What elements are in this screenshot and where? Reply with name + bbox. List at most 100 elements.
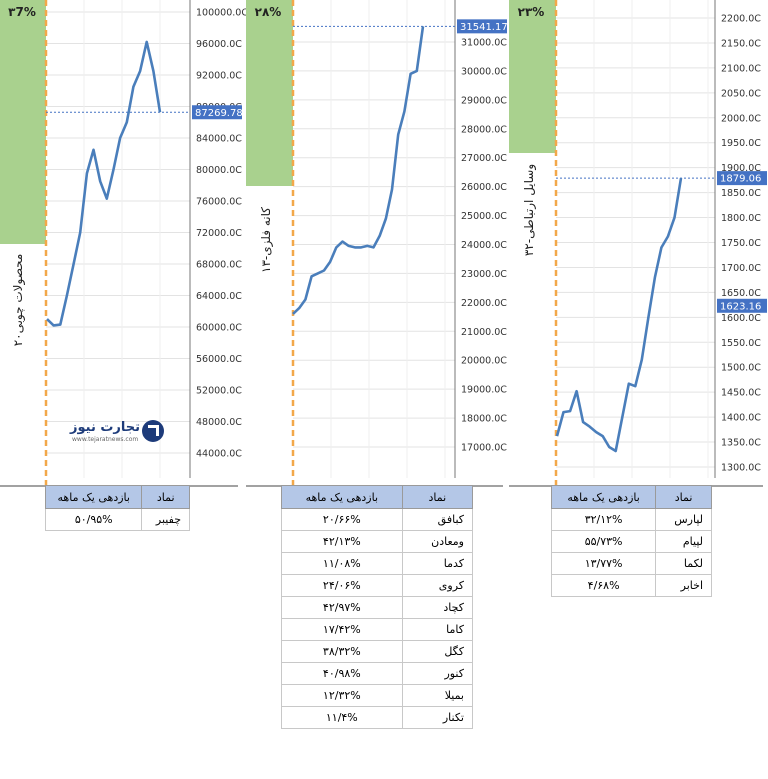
return-cell: ۴۲/۱۳%	[281, 530, 403, 553]
return-cell: ۱۷/۴۲%	[281, 618, 403, 641]
y-tick-label: 27000.0C	[461, 153, 507, 164]
sector-label: ۳۲-وسایل ارتباطی	[522, 164, 537, 256]
y-tick-label: 30000.0C	[461, 66, 507, 77]
table-row: لپیام ۵۵/۷۳%	[550, 530, 712, 553]
symbol-cell: کگل	[401, 640, 474, 663]
chart-panel-0: 100000.0C96000.0C92000.0C88000.0C84000.0…	[0, 0, 248, 487]
reference-value-badge	[717, 298, 767, 313]
return-cell: ۲۴/۰۶%	[281, 574, 403, 597]
y-tick-label: 1650.0C	[721, 288, 761, 299]
return-cell: ۴/۶۸%	[550, 574, 657, 597]
returns-table-telecom: نماد بازدهی یک ماهه لپارس ۳۲/۱۲% لپیام ۵۵/…	[550, 485, 712, 597]
symbol-cell: کروی	[401, 574, 474, 597]
y-tick-label: 1950.0C	[721, 138, 761, 149]
returns-table-wood: نماد بازدهی یک ماهه چفیبر ۵۰/۹۵%	[44, 485, 190, 531]
logo-url: www.tejaratnews.com	[72, 436, 139, 443]
y-tick-label: 19000.0C	[461, 385, 507, 396]
series-line	[292, 26, 425, 315]
performance-strip	[0, 0, 46, 244]
y-tick-label: 52000.0C	[196, 386, 242, 397]
header-return: بازدهی یک ماهه	[44, 485, 143, 509]
symbol-cell: تکنار	[401, 706, 474, 729]
current-value-label: 87269.78	[195, 108, 243, 119]
table-row: لپارس ۳۲/۱۲%	[550, 508, 712, 531]
y-tick-label: 1550.0C	[721, 338, 761, 349]
returns-table-metal: نماد بازدهی یک ماهه کبافق ۲۰/۶۶% ومعادن ۴۲…	[281, 485, 474, 729]
series-line	[555, 177, 683, 453]
y-tick-label: 25000.0C	[461, 211, 507, 222]
chart-panel-1: 31000.0C 30000.0C 29000.0C 28000.0C 27000.0C…	[246, 0, 508, 487]
sector-label: ۲۰محصولات چوبی	[11, 254, 26, 347]
y-tick-label: 1850.0C	[721, 188, 761, 199]
y-tick-label: 1500.0C	[721, 363, 761, 374]
symbol-cell: چفیبر	[141, 508, 190, 531]
y-tick-label: 72000.0C	[196, 228, 242, 239]
table-row: ومعادن ۴۲/۱۳%	[281, 530, 474, 553]
y-tick-label: 1350.0C	[721, 438, 761, 449]
symbol-cell: کنور	[401, 662, 474, 685]
return-cell: ۴۰/۹۸%	[281, 662, 403, 685]
y-tick-label: 1800.0C	[721, 213, 761, 224]
return-cell: ۴۲/۹۷%	[281, 596, 403, 619]
header-return: بازدهی یک ماهه	[550, 485, 657, 509]
y-tick-label: 60000.0C	[196, 323, 242, 334]
current-value-label: 1879.06	[720, 174, 761, 185]
current-value-badge	[717, 171, 767, 186]
y-tick-label: 84000.0C	[196, 134, 242, 145]
logo-name: تجارت نیوز	[70, 420, 141, 435]
y-tick-label: 1450.0C	[721, 388, 761, 399]
symbol-cell: لپیام	[655, 530, 712, 553]
header-symbol: نماد	[141, 485, 190, 509]
performance-strip	[509, 0, 556, 153]
table-row: تکنار ۱۱/۴%	[281, 706, 474, 729]
y-tick-label: 1900.0C	[721, 163, 761, 174]
table-row: کنور ۴۰/۹۸%	[281, 662, 474, 685]
performance-strip	[246, 0, 293, 186]
symbol-cell: اخابر	[655, 574, 712, 597]
y-tick-label: 1300.0C	[721, 463, 761, 474]
symbol-cell: کاما	[401, 618, 474, 641]
current-value-badge	[457, 19, 507, 34]
reference-value-label: 1623.16	[720, 301, 761, 312]
y-tick-label: 31000.0C	[461, 38, 507, 49]
return-cell: ۲۰/۶۶%	[281, 508, 403, 531]
current-value-label: 31541.17	[460, 22, 508, 33]
symbol-cell: لکما	[655, 552, 712, 575]
logo-arrow-icon	[142, 420, 164, 442]
y-tick-label: 20000.0C	[461, 356, 507, 367]
table-row: چفیبر ۵۰/۹۵%	[44, 508, 190, 531]
y-tick-label: 100000.0C	[196, 8, 248, 19]
y-tick-label: 29000.0C	[461, 95, 507, 106]
symbol-cell: کدما	[401, 552, 474, 575]
return-cell: ۱۳/۷۷%	[550, 552, 657, 575]
table-row: کدما ۱۱/۰۸%	[281, 552, 474, 575]
y-tick-label: 24000.0C	[461, 240, 507, 251]
y-tick-label: 80000.0C	[196, 165, 242, 176]
y-tick-label: 17000.0C	[461, 443, 507, 454]
return-cell: ۱۱/۰۸%	[281, 552, 403, 575]
y-tick-label: 56000.0C	[196, 354, 242, 365]
header-return: بازدهی یک ماهه	[281, 485, 403, 509]
symbol-cell: کبافق	[401, 508, 474, 531]
y-tick-label: 1700.0C	[721, 263, 761, 274]
y-tick-label: 44000.0C	[196, 449, 242, 460]
return-cell: ۳۲/۱۲%	[550, 508, 657, 531]
table-row: کروی ۲۴/۰۶%	[281, 574, 474, 597]
y-tick-label: 23000.0C	[461, 269, 507, 280]
series-line	[46, 40, 162, 327]
percent-label: ۳7%	[8, 5, 36, 19]
y-tick-label: 48000.0C	[196, 417, 242, 428]
table-row: کاما ۱۷/۴۲%	[281, 618, 474, 641]
y-tick-label: 1600.0C	[721, 313, 761, 324]
y-tick-label: 68000.0C	[196, 260, 242, 271]
y-tick-label: 2000.0C	[721, 113, 761, 124]
y-tick-label: 2200.0C	[721, 14, 761, 25]
y-tick-label: 76000.0C	[196, 197, 242, 208]
y-tick-label: 64000.0C	[196, 291, 242, 302]
table-row: کچاد ۴۲/۹۷%	[281, 596, 474, 619]
header-symbol: نماد	[655, 485, 712, 509]
percent-label: ۲۳%	[518, 5, 545, 19]
table-row: لکما ۱۳/۷۷%	[550, 552, 712, 575]
y-tick-label: 2150.0C	[721, 38, 761, 49]
